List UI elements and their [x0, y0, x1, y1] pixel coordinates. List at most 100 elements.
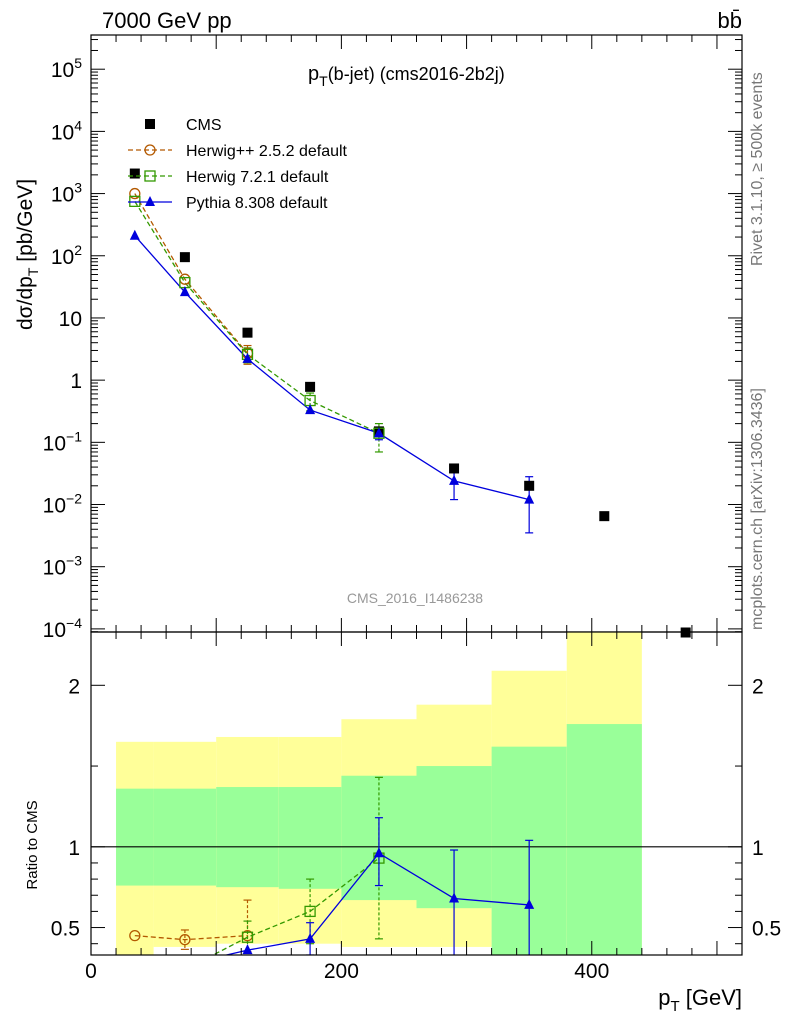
band-green	[566, 724, 642, 955]
top-y-tick-exponent: 3	[74, 180, 82, 196]
ratio-point-1-0	[130, 986, 140, 996]
ratio-marks-layer	[129, 776, 535, 996]
data-point-0-7	[599, 511, 610, 522]
top-y-tick-base: 10	[51, 184, 74, 207]
legend: CMS Herwig++ 2.5.2 default Herwig 7.2.1 de…	[128, 117, 348, 212]
top-y-tick-exponent: 4	[74, 117, 82, 133]
side-label-top: Rivet 3.1.10, ≥ 500k events	[749, 72, 766, 266]
data-point-3-1	[179, 286, 190, 297]
legend-marker	[144, 170, 156, 182]
top-y-tick-label: 10−2	[43, 491, 83, 518]
x-tick-label: 0	[85, 960, 97, 983]
top-y-tick-label: 10−3	[43, 553, 83, 580]
top-y-tick-exponent: −3	[66, 553, 82, 569]
top-y-tick-label: 104	[51, 117, 82, 144]
x-tick-label: 200	[324, 960, 359, 983]
beam-label: 7000 GeV pp	[102, 8, 232, 33]
data-point-1-0	[129, 187, 141, 200]
top-marks-layer	[129, 168, 691, 638]
top-y-tick-label: 103	[51, 180, 82, 207]
series-line-3	[134, 235, 530, 501]
ratio-point-2-3	[305, 932, 316, 943]
chart-title-rest: (b-jet) (cms2016-2b2j)	[328, 64, 505, 84]
watermark: CMS_2016_I1486238	[347, 590, 483, 606]
legend-marker	[144, 144, 156, 156]
top-y-axis-label-sub: T	[25, 267, 41, 276]
series-line-2	[134, 201, 380, 434]
top-y-tick-label: 10	[59, 308, 82, 331]
ratio-y-axis-label: Ratio to CMS	[24, 800, 41, 889]
top-y-tick-label: 105	[51, 55, 82, 82]
top-y-tick-base: 10	[43, 495, 66, 518]
legend-marker	[145, 119, 155, 129]
ratio-y-tick-label-right: 0.5	[752, 918, 781, 941]
ratio-clip	[91, 632, 742, 996]
legend-marker	[145, 196, 155, 206]
band-green	[278, 787, 342, 889]
top-y-axis-label-a: dσ/dp	[14, 276, 37, 330]
chart-title-main: p	[308, 63, 319, 85]
top-y-tick-base: 1	[70, 370, 82, 393]
legend-label: Herwig 7.2.1 default	[186, 169, 329, 186]
top-y-tick-label: 102	[51, 242, 82, 269]
ratio-point-1-1	[180, 965, 190, 975]
top-y-tick-exponent: 5	[74, 55, 82, 71]
top-y-tick-base: 10	[51, 121, 74, 144]
ratio-bands-layer	[91, 632, 742, 955]
ratio-point-2-4	[373, 847, 384, 858]
process-label: bb̄	[718, 8, 742, 33]
top-y-tick-base: 10	[43, 619, 66, 642]
band-green	[216, 787, 279, 888]
data-point-3-5	[449, 474, 460, 485]
data-point-0-3	[305, 381, 316, 392]
ratio-point-0-0	[129, 929, 141, 942]
data-point-0-0	[129, 168, 140, 179]
top-y-tick-label: 1	[70, 370, 82, 393]
band-green	[116, 788, 154, 886]
ratio-point-2-5	[449, 892, 460, 903]
top-y-tick-base: 10	[59, 308, 82, 331]
x-axis-label: pT [GeV]	[658, 985, 742, 1015]
ratio-point-2-0	[130, 986, 140, 996]
top-y-tick-base: 10	[51, 59, 74, 82]
bottom-axis-layer: 0.5 0.5 1 1 2 2 0 200 400	[51, 632, 781, 983]
top-y-tick-exponent: 2	[74, 242, 82, 258]
series-line-1	[134, 193, 248, 354]
ratio-point-2-2	[242, 944, 253, 955]
data-point-2-0	[129, 195, 141, 207]
top-y-tick-label: 10−1	[43, 428, 83, 455]
ratio-y-tick-label: 1	[68, 837, 80, 860]
ratio-point-0-1	[179, 934, 191, 946]
side-label-bottom: mcplots.cern.ch [arXiv:1306.3436]	[749, 388, 766, 630]
data-point-0-6	[524, 480, 535, 491]
top-y-tick-base: 10	[51, 246, 74, 269]
x-axis-label-a: p	[658, 985, 670, 1010]
data-point-3-0	[129, 229, 140, 240]
chart-title: pT(b-jet) (cms2016-2b2j)	[308, 63, 505, 89]
top-y-tick-label: 10−4	[43, 615, 83, 642]
bottom-panel: 0.5 0.5 1 1 2 2 0 200 400 Ratio to CMS pT [GeV]	[24, 631, 781, 1015]
data-point-0-2	[242, 327, 253, 338]
data-point-3-6	[524, 493, 535, 504]
data-point-3-2	[242, 352, 253, 363]
ratio-y-tick-label: 0.5	[51, 918, 80, 941]
data-point-0-5	[449, 463, 460, 474]
chart-title-sub: T	[319, 73, 328, 89]
top-y-tick-exponent: −1	[66, 428, 82, 444]
data-point-3-3	[305, 404, 316, 415]
band-green	[153, 788, 217, 886]
data-point-0-1	[179, 252, 190, 263]
legend-label: CMS	[186, 117, 222, 134]
top-y-axis-label-b: [pb/GeV]	[14, 179, 37, 268]
ratio-y-tick-label-right: 1	[752, 837, 764, 860]
x-axis-label-sub: T	[670, 998, 679, 1015]
legend-label: Herwig++ 2.5.2 default	[186, 143, 348, 160]
ratio-point-2-6	[524, 898, 535, 909]
top-y-tick-base: 10	[43, 557, 66, 580]
top-y-tick-exponent: −2	[66, 491, 82, 507]
ratio-point-2-1	[180, 959, 190, 969]
top-y-tick-base: 10	[43, 432, 66, 455]
